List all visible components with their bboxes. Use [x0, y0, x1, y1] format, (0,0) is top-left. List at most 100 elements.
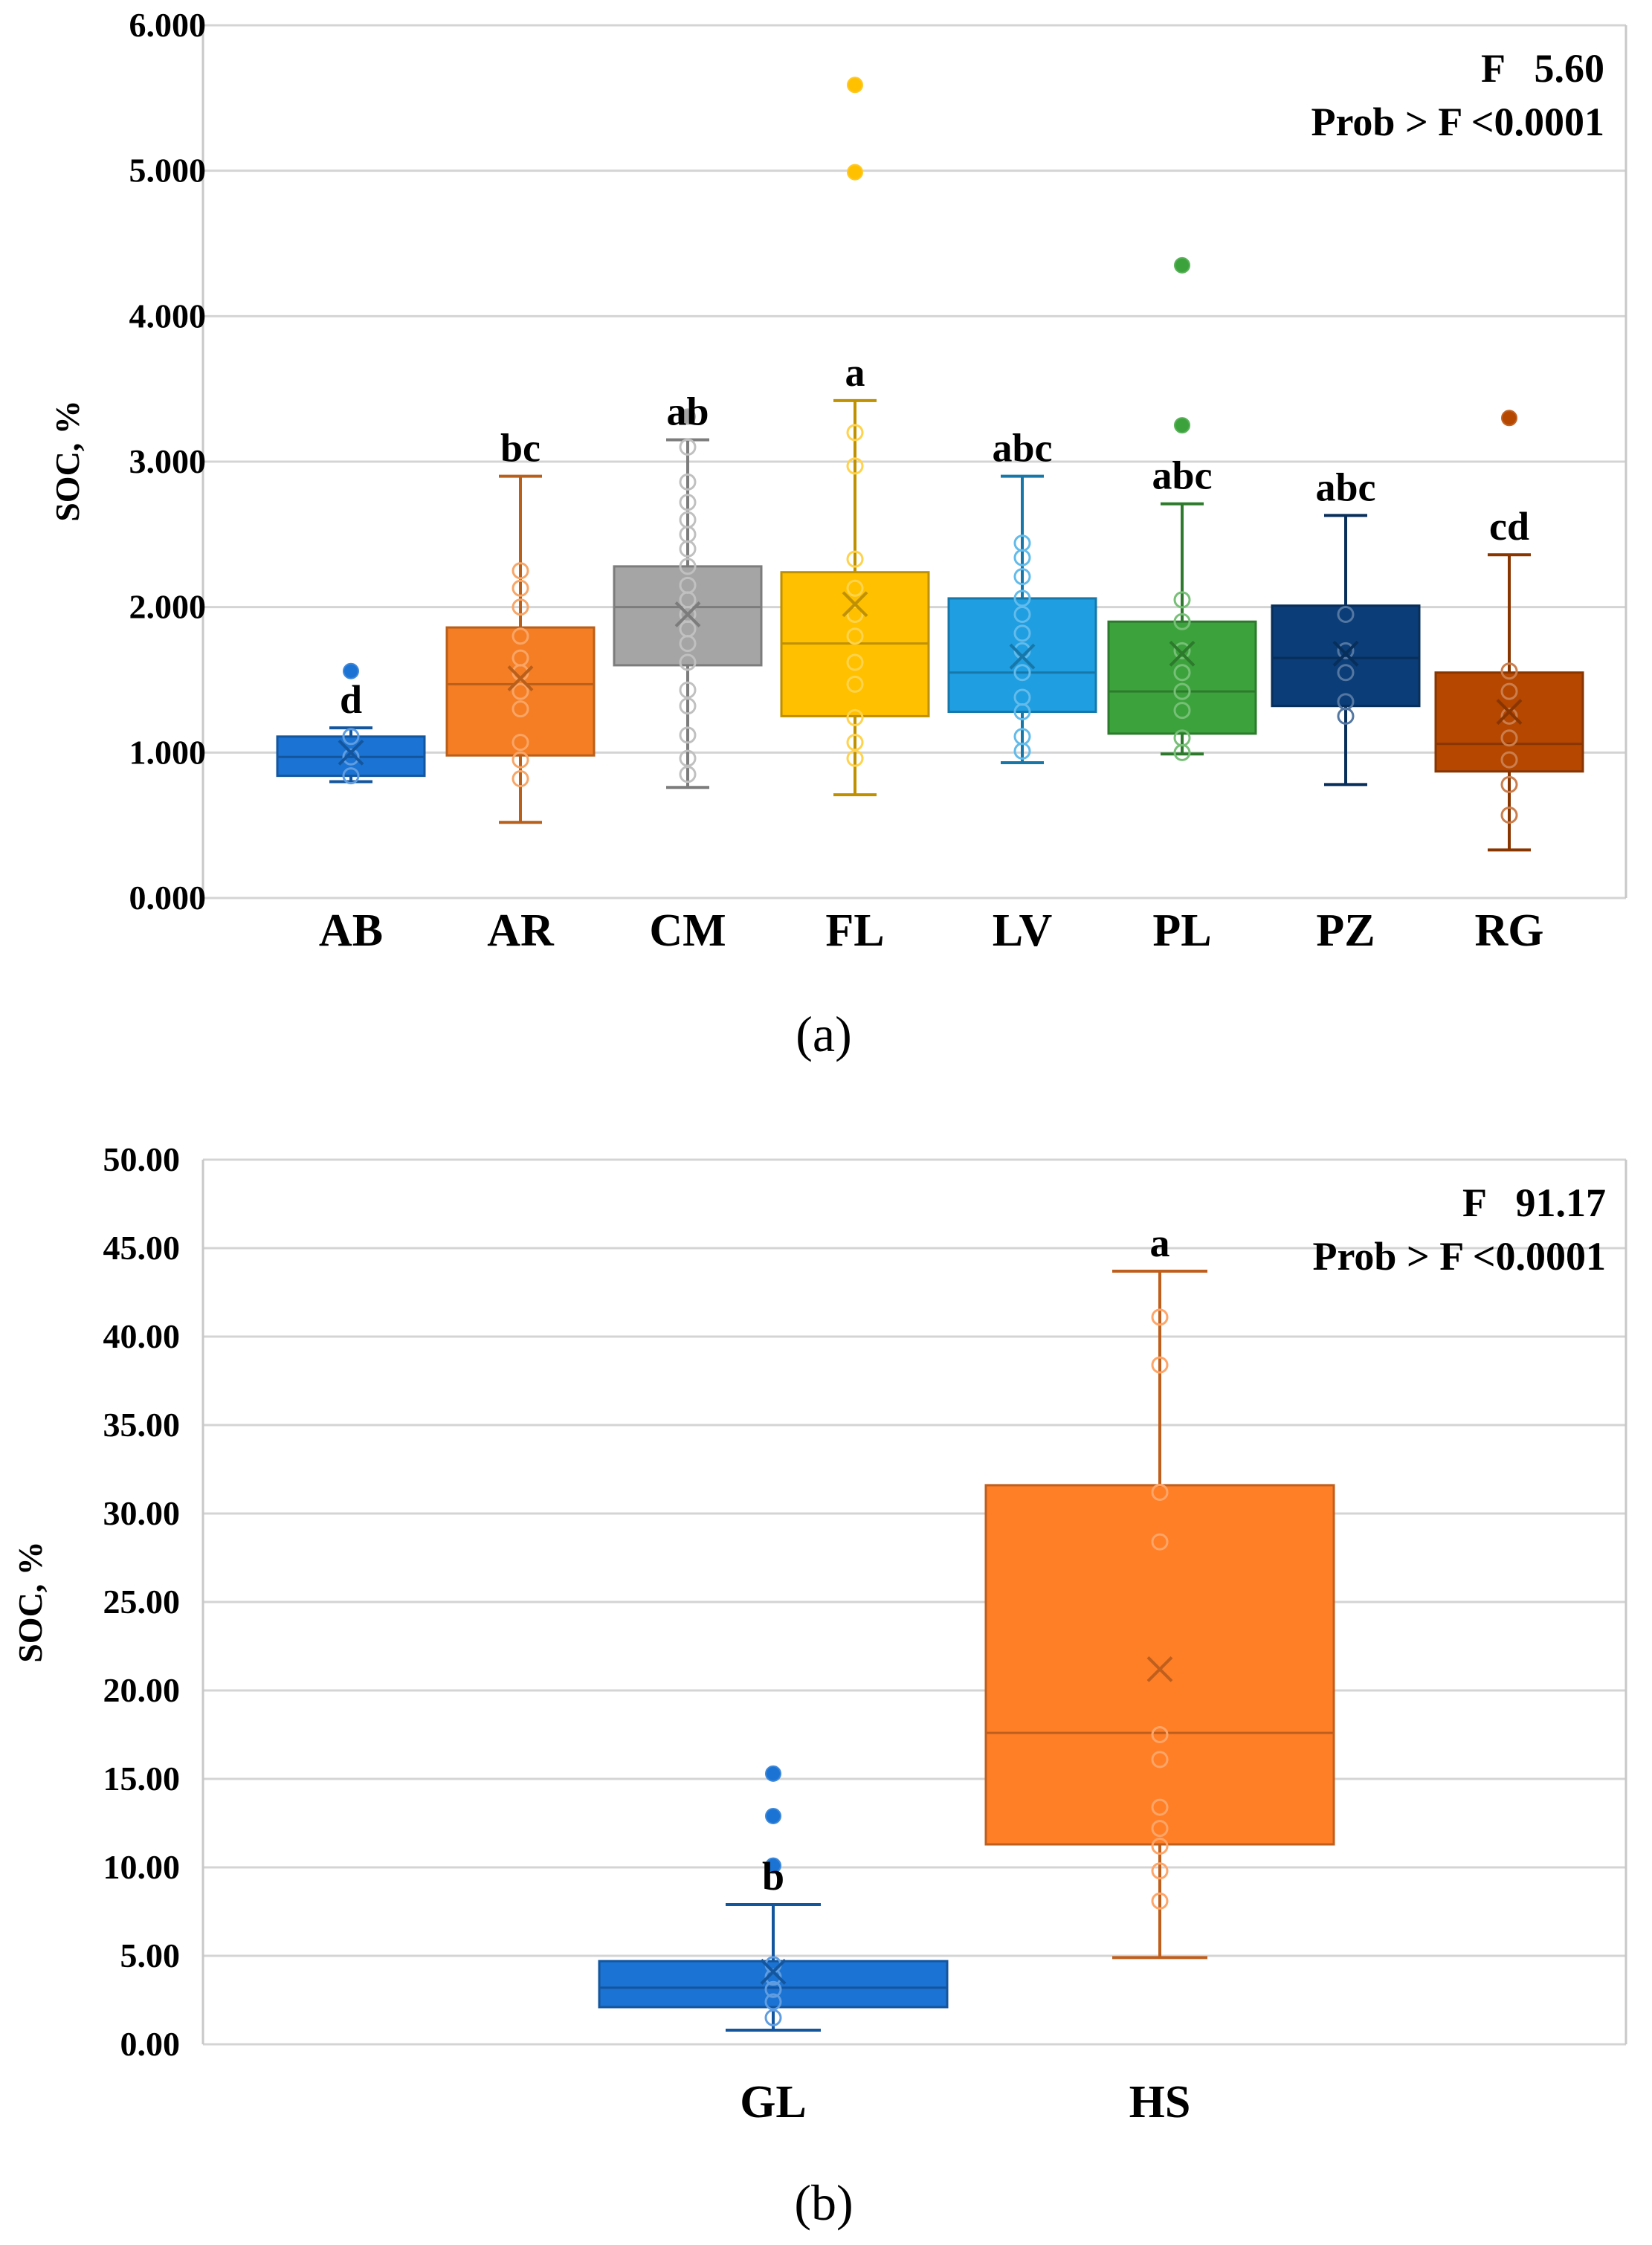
mean-marker: [1169, 640, 1196, 667]
data-point: [1013, 605, 1031, 623]
data-point: [512, 627, 529, 645]
mean-marker: [507, 665, 534, 691]
outlier-point: [765, 1857, 781, 1874]
panel-label-a: (a): [796, 1006, 851, 1062]
panel-label-b: (b): [794, 2174, 853, 2231]
significance-letter: cd: [1489, 504, 1529, 549]
data-point: [1013, 624, 1031, 642]
data-point: [1173, 613, 1191, 630]
y-tick-label: 4.000: [129, 297, 207, 335]
data-point: [1337, 642, 1355, 659]
data-point: [679, 766, 697, 784]
mean-marker: [1496, 699, 1523, 725]
box-pl: abc: [1107, 256, 1257, 761]
data-point: [1013, 568, 1031, 586]
data-point: [764, 1968, 782, 1986]
mean-marker: [1009, 643, 1036, 670]
outlier-point: [765, 1765, 781, 1782]
y-tick-label: 40.00: [103, 1317, 181, 1355]
data-point: [512, 734, 529, 752]
data-point: [1173, 702, 1191, 720]
data-point: [679, 726, 697, 744]
data-point: [1500, 751, 1518, 769]
significance-letter: abc: [1316, 465, 1376, 509]
x-tick-label: AB: [319, 905, 383, 956]
data-point: [1151, 1726, 1169, 1743]
mean-marker: [1146, 1656, 1173, 1682]
data-point: [1151, 1356, 1169, 1374]
y-tick-label: 20.00: [103, 1671, 181, 1709]
x-tick-label: FL: [825, 905, 884, 956]
y-axis-label-a: SOC, %: [48, 400, 86, 522]
y-tick-label: 25.00: [103, 1583, 181, 1621]
box-cm: ab: [613, 390, 763, 789]
outlier-point: [343, 662, 359, 679]
outlier-point: [1174, 256, 1190, 274]
data-point: [846, 627, 864, 645]
mean-marker: [760, 1959, 787, 1985]
data-point: [1013, 728, 1031, 746]
data-point: [1151, 1533, 1169, 1551]
data-point: [1500, 707, 1518, 725]
y-tick-labels-b: 0.00 5.00 10.00 15.00 20.00 25.00 30.00 35.00 40…: [103, 1140, 181, 2063]
data-point: [1013, 664, 1031, 682]
box-iqr: [984, 1484, 1335, 1846]
stat-annotation-prob-b: Prob > F <0.0001: [1312, 1234, 1606, 1279]
data-point: [1173, 664, 1191, 682]
data-point: [512, 598, 529, 616]
data-point: [1500, 729, 1518, 747]
data-point: [1173, 729, 1191, 747]
data-point: [846, 550, 864, 568]
y-axis-label-b: SOC, %: [11, 1541, 49, 1663]
data-point: [512, 751, 529, 769]
boxes-a: d bc ab a abc abc abc cd: [276, 77, 1584, 852]
x-tick-label: PL: [1152, 905, 1211, 956]
data-point: [1151, 1483, 1169, 1501]
box-gl: b: [598, 1765, 949, 2032]
stat-annotation-f-a: F 5.60: [1481, 46, 1604, 91]
data-point: [846, 579, 864, 597]
data-point: [1173, 642, 1191, 659]
data-point: [1500, 662, 1518, 680]
data-point: [1500, 775, 1518, 793]
box-iqr: [1107, 620, 1257, 735]
y-tick-label: 0.000: [129, 879, 207, 917]
y-tick-label: 5.00: [120, 1936, 181, 1974]
data-point: [846, 605, 864, 623]
panel-b: 0.00 5.00 10.00 15.00 20.00 25.00 30.00 35.00 40…: [11, 1140, 1627, 2231]
data-point: [1151, 1892, 1169, 1910]
data-point: [1151, 1837, 1169, 1855]
data-point: [1013, 589, 1031, 607]
y-tick-label: 45.00: [103, 1229, 181, 1267]
outlier-point: [847, 164, 863, 181]
stat-annotation-prob-a: Prob > F <0.0001: [1311, 100, 1604, 144]
box-pz: abc: [1271, 465, 1421, 786]
data-point: [1337, 693, 1355, 711]
data-point: [846, 708, 864, 726]
data-point: [764, 1980, 782, 1998]
outlier-point: [680, 408, 696, 425]
significance-letter: ab: [666, 390, 709, 434]
significance-letter: a: [845, 350, 865, 395]
significance-letter: abc: [1152, 453, 1213, 498]
x-tick-label: RG: [1475, 905, 1544, 956]
mean-marker: [842, 591, 868, 618]
data-point: [846, 424, 864, 442]
y-tick-label: 35.00: [103, 1406, 181, 1444]
data-point: [1151, 1308, 1169, 1326]
data-point: [679, 697, 697, 715]
data-point: [1151, 1862, 1169, 1880]
data-point: [679, 653, 697, 671]
data-point: [1500, 682, 1518, 700]
x-tick-labels-b: GL HS: [740, 2077, 1190, 2128]
data-point: [679, 511, 697, 529]
data-point: [342, 748, 360, 766]
outlier-point: [1501, 410, 1517, 427]
data-point: [1013, 688, 1031, 706]
data-point: [1173, 591, 1191, 609]
gridlines-b: [203, 1158, 1626, 2046]
data-point: [1151, 1798, 1169, 1816]
data-point: [846, 653, 864, 671]
data-point: [512, 700, 529, 718]
x-tick-label: PZ: [1316, 905, 1375, 956]
